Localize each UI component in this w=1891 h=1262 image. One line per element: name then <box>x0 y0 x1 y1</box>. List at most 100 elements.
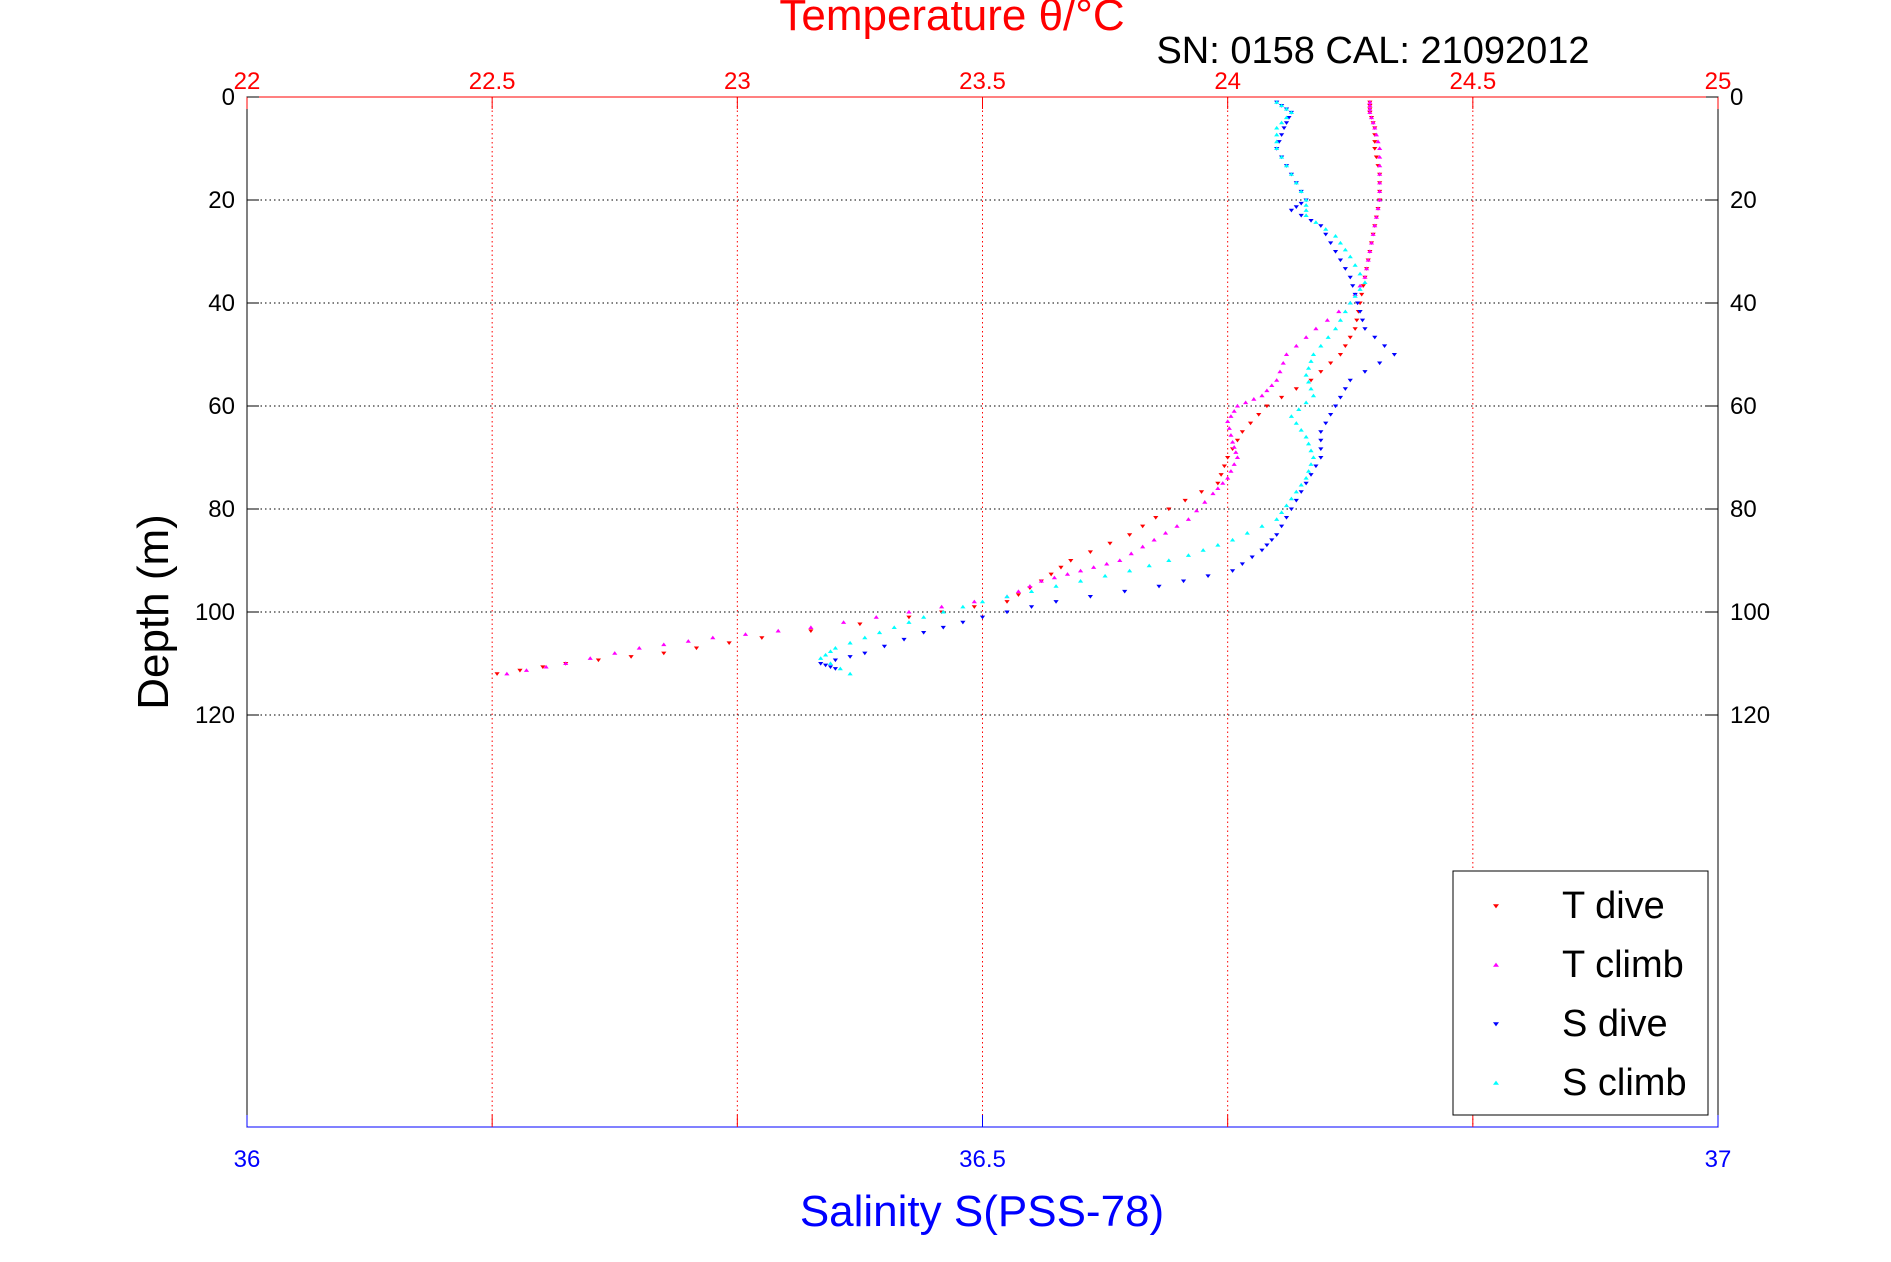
depth-tick-label-left: 100 <box>195 599 235 626</box>
data-point <box>876 630 883 635</box>
data-point <box>1377 146 1383 151</box>
data-point <box>1077 579 1084 583</box>
legend-item: T climb <box>1493 944 1684 986</box>
data-point <box>1303 373 1309 377</box>
data-point <box>1298 490 1304 494</box>
data-point <box>1234 455 1241 460</box>
data-point <box>921 615 927 619</box>
data-point <box>1225 419 1231 424</box>
top-tick-label: 22.5 <box>469 68 516 95</box>
data-point <box>1051 575 1058 580</box>
bottom-tick-label: 37 <box>1705 1146 1732 1173</box>
data-point <box>901 637 907 642</box>
data-point <box>1342 267 1348 271</box>
data-point <box>837 666 843 671</box>
data-point <box>1308 448 1314 453</box>
data-point <box>1220 481 1226 485</box>
legend-label: T climb <box>1562 944 1684 986</box>
data-point <box>1308 219 1314 223</box>
data-point <box>940 609 946 614</box>
data-point <box>832 667 838 671</box>
data-point <box>543 664 549 669</box>
data-point <box>891 625 897 630</box>
legend-marker <box>1493 962 1499 967</box>
data-point <box>1372 125 1378 130</box>
data-point <box>1087 550 1093 554</box>
data-point <box>1365 258 1371 262</box>
data-point <box>808 629 814 633</box>
data-point <box>1028 589 1035 593</box>
data-point <box>1229 439 1236 444</box>
data-point <box>628 655 634 659</box>
data-point <box>1077 568 1084 573</box>
data-point <box>906 615 912 620</box>
data-point <box>1277 369 1283 374</box>
data-point <box>1372 140 1378 144</box>
data-point <box>1064 572 1071 576</box>
data-point <box>1342 309 1348 314</box>
data-point <box>1342 387 1348 391</box>
data-point <box>1279 155 1285 159</box>
data-point <box>1104 561 1110 566</box>
data-point <box>1153 516 1159 520</box>
depth-tick-label-left: 20 <box>208 187 235 214</box>
data-point <box>1218 473 1224 477</box>
data-point <box>1305 366 1312 370</box>
data-point <box>1210 491 1216 496</box>
data-point <box>939 604 945 609</box>
data-point <box>906 609 912 614</box>
x-bottom-axis-label: Salinity S(PSS-78) <box>800 1187 1164 1236</box>
data-point <box>1310 455 1317 460</box>
data-point <box>1303 400 1309 405</box>
data-point <box>1264 404 1270 409</box>
data-point <box>1279 524 1285 529</box>
data-point <box>1231 462 1237 466</box>
data-point <box>1156 584 1162 589</box>
data-point <box>1355 301 1361 306</box>
data-point <box>1377 189 1383 193</box>
data-point <box>1298 427 1304 432</box>
data-point <box>1288 208 1295 213</box>
data-point <box>1318 343 1324 348</box>
data-point <box>1337 395 1344 400</box>
data-point <box>636 645 642 650</box>
data-point <box>1015 593 1022 597</box>
data-point <box>1087 594 1093 599</box>
data-point <box>1053 600 1059 604</box>
bottom-tick-label: 36.5 <box>959 1146 1006 1173</box>
depth-tick-label-left: 0 <box>222 84 235 111</box>
data-point <box>1337 352 1344 357</box>
data-point <box>1128 551 1134 556</box>
data-point <box>1140 544 1146 549</box>
data-point <box>827 661 834 666</box>
data-point <box>1293 489 1299 494</box>
data-point <box>1367 103 1373 108</box>
data-point <box>1298 482 1304 487</box>
depth-tick-label-right: 60 <box>1730 393 1757 420</box>
data-point <box>1174 524 1180 528</box>
top-tick-label: 25 <box>1705 68 1732 95</box>
data-point <box>1280 361 1286 365</box>
data-point <box>1373 215 1380 219</box>
data-point <box>1259 393 1265 398</box>
data-series <box>494 100 1397 676</box>
data-point <box>818 656 824 660</box>
data-point <box>1357 287 1363 291</box>
data-point <box>1259 548 1265 553</box>
data-point <box>661 651 667 656</box>
data-point <box>1283 516 1290 520</box>
data-point <box>1259 524 1265 528</box>
data-point <box>1347 335 1353 340</box>
data-point <box>1308 378 1314 383</box>
depth-tick-label-right: 100 <box>1730 599 1770 626</box>
data-point <box>1377 361 1383 366</box>
data-point <box>822 663 829 668</box>
data-point <box>1185 553 1192 557</box>
data-point <box>1288 414 1295 418</box>
data-point <box>1308 473 1314 477</box>
data-point <box>1233 450 1239 454</box>
data-point <box>1305 441 1312 446</box>
data-point <box>1298 213 1304 218</box>
data-point <box>1318 455 1324 460</box>
data-point <box>1215 542 1221 547</box>
